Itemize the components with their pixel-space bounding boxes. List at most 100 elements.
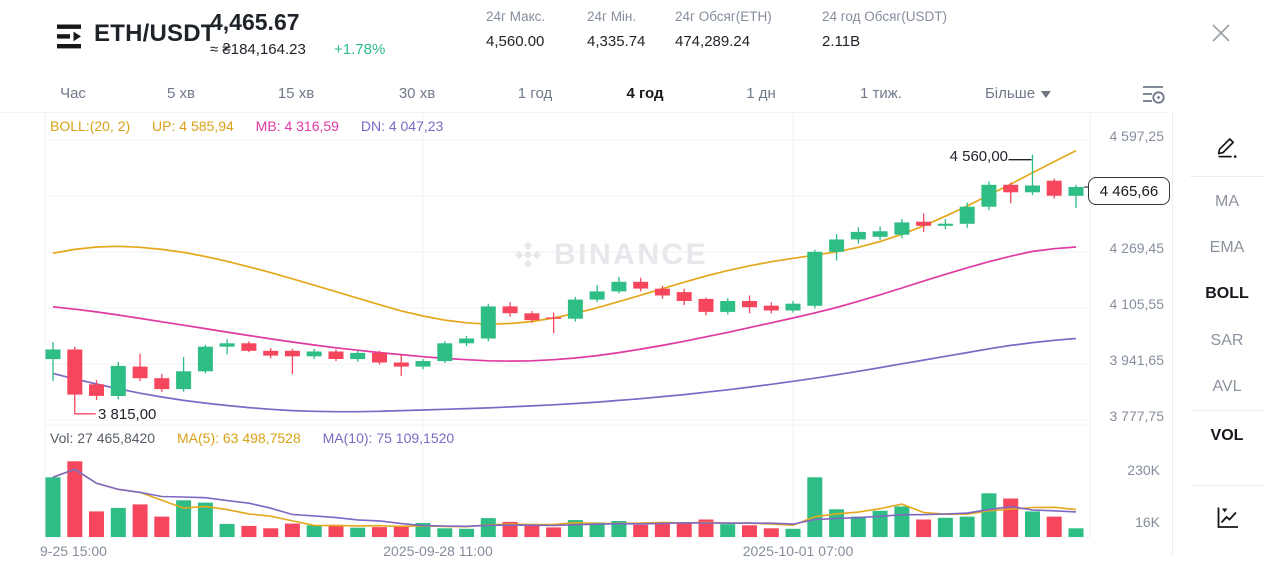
stat-24h-volume-usdt: 24 год Обсяг(USDT) 2.11B xyxy=(822,9,947,50)
volume-bar xyxy=(916,519,932,537)
volume-bar xyxy=(45,477,61,537)
y-axis-label: 3 941,65 xyxy=(1109,352,1165,368)
volume-bar xyxy=(372,527,387,537)
volume-bar xyxy=(67,461,83,537)
volume-bar xyxy=(611,521,627,537)
tab-30m[interactable]: 30 хв xyxy=(398,85,436,102)
volume-bar xyxy=(894,506,910,537)
tab-more-label: Більше xyxy=(984,85,1036,102)
boll-mb-value: MB: 4 316,59 xyxy=(255,118,339,134)
candle-body xyxy=(654,288,670,296)
volume-bar xyxy=(328,524,344,537)
candle-body xyxy=(567,299,583,319)
sidebar-item-boll[interactable]: BOLL xyxy=(1205,285,1249,302)
volume-bar xyxy=(763,528,779,537)
y-axis-label: 4 105,55 xyxy=(1109,296,1165,312)
tab-15m[interactable]: 15 хв xyxy=(277,85,315,102)
candlestick-chart[interactable] xyxy=(40,112,1170,560)
candle-body xyxy=(415,361,431,367)
volume-bar xyxy=(89,511,104,537)
stat-value: 4,335.74 xyxy=(587,33,646,50)
volume-axis-label: 16K xyxy=(1135,514,1160,530)
low-annotation: 3 815,00 xyxy=(98,406,157,423)
volume-bar xyxy=(589,522,605,537)
sidebar-item-vol[interactable]: VOL xyxy=(1210,427,1244,444)
volume-bar xyxy=(459,528,475,537)
volume-indicator-row[interactable]: Vol: 27 465,8420 MA(5): 63 498,7528 MA(1… xyxy=(50,430,472,446)
pair-selector-icon[interactable] xyxy=(55,23,85,55)
volume-bar xyxy=(546,527,562,537)
y-axis-label: 4 269,45 xyxy=(1109,240,1165,256)
candle-body xyxy=(894,222,910,235)
stat-label: 24г Мін. xyxy=(587,9,637,24)
candle-body xyxy=(350,352,366,360)
x-axis-label: 2025-10-01 07:00 xyxy=(742,543,854,559)
candle-body xyxy=(480,306,496,339)
candle-body xyxy=(829,239,845,252)
tab-time[interactable]: Час xyxy=(60,85,86,102)
sidebar-section-divider xyxy=(1190,176,1264,177)
volume-bar xyxy=(937,517,953,537)
candle-body xyxy=(720,301,736,312)
candle-body xyxy=(284,350,300,357)
boll-params: BOLL:(20, 2) xyxy=(50,118,131,134)
sidebar-item-ma[interactable]: MA xyxy=(1215,193,1239,210)
candle-body xyxy=(45,349,61,360)
volume-bar xyxy=(393,526,409,537)
volume-bar xyxy=(698,519,714,537)
stat-label: 24г Макс. xyxy=(486,9,546,24)
candle-body xyxy=(850,231,866,240)
x-axis-label: 9-25 15:00 xyxy=(40,543,107,559)
candle-body xyxy=(437,343,453,362)
volume-bar xyxy=(850,516,866,537)
sidebar-section-divider xyxy=(1190,410,1264,411)
volume-bar xyxy=(350,527,366,537)
tab-more[interactable]: Більше xyxy=(984,85,1052,102)
volume-bar xyxy=(1025,511,1040,537)
volume-bar xyxy=(872,510,888,537)
stat-value: 474,289.24 xyxy=(675,33,751,50)
candle-body xyxy=(763,305,779,311)
candle-body xyxy=(524,313,540,321)
sidebar-item-sar[interactable]: SAR xyxy=(1210,332,1244,349)
pencil-icon xyxy=(1217,138,1237,158)
volume-bar xyxy=(437,528,453,537)
stat-value: 2.11B xyxy=(822,33,861,50)
watermark-text: BINANCE xyxy=(554,238,709,271)
current-price-label: 4 465,66 xyxy=(1088,177,1170,205)
candle-body xyxy=(676,292,692,301)
volume-bar xyxy=(981,493,997,537)
candle-body xyxy=(1046,180,1062,196)
volume-bar xyxy=(241,525,257,537)
candle-body xyxy=(981,184,997,207)
candle-body xyxy=(176,371,192,390)
volume-ma10-line xyxy=(52,468,1077,528)
stat-label: 24 год Обсяг(USDT) xyxy=(822,9,948,24)
indicator-settings-icon[interactable] xyxy=(1140,83,1166,112)
candle-body xyxy=(937,223,953,226)
sidebar-item-ema[interactable]: EMA xyxy=(1209,239,1245,256)
boll-dn-value: DN: 4 047,23 xyxy=(360,118,444,134)
sidebar-item-avl[interactable]: AVL xyxy=(1212,378,1242,395)
tab-1h[interactable]: 1 год xyxy=(517,85,553,102)
candle-body xyxy=(698,298,714,312)
candle-body xyxy=(1025,185,1040,193)
stat-value: 4,560.00 xyxy=(486,33,545,50)
draw-tool-button[interactable] xyxy=(1174,131,1280,159)
stat-label: 24г Обсяг(ETH) xyxy=(675,9,772,24)
tab-5m[interactable]: 5 хв xyxy=(167,85,195,102)
tab-1w[interactable]: 1 тиж. xyxy=(860,85,902,102)
tab-1d[interactable]: 1 дн xyxy=(746,85,776,102)
volume-bar xyxy=(742,525,757,537)
chart-style-button[interactable] xyxy=(1174,504,1280,531)
candle-body xyxy=(393,362,409,367)
candle-body xyxy=(306,351,322,357)
boll-up-value: UP: 4 585,94 xyxy=(152,118,234,134)
volume-bar xyxy=(154,516,170,537)
tab-4h[interactable]: 4 год xyxy=(626,85,664,102)
volume-axis-label: 230K xyxy=(1127,462,1160,478)
close-icon[interactable] xyxy=(1209,21,1233,50)
candle-body xyxy=(611,281,627,292)
boll-indicator-row[interactable]: BOLL:(20, 2) UP: 4 585,94 MB: 4 316,59 D… xyxy=(50,118,461,134)
volume-bar xyxy=(676,523,692,537)
